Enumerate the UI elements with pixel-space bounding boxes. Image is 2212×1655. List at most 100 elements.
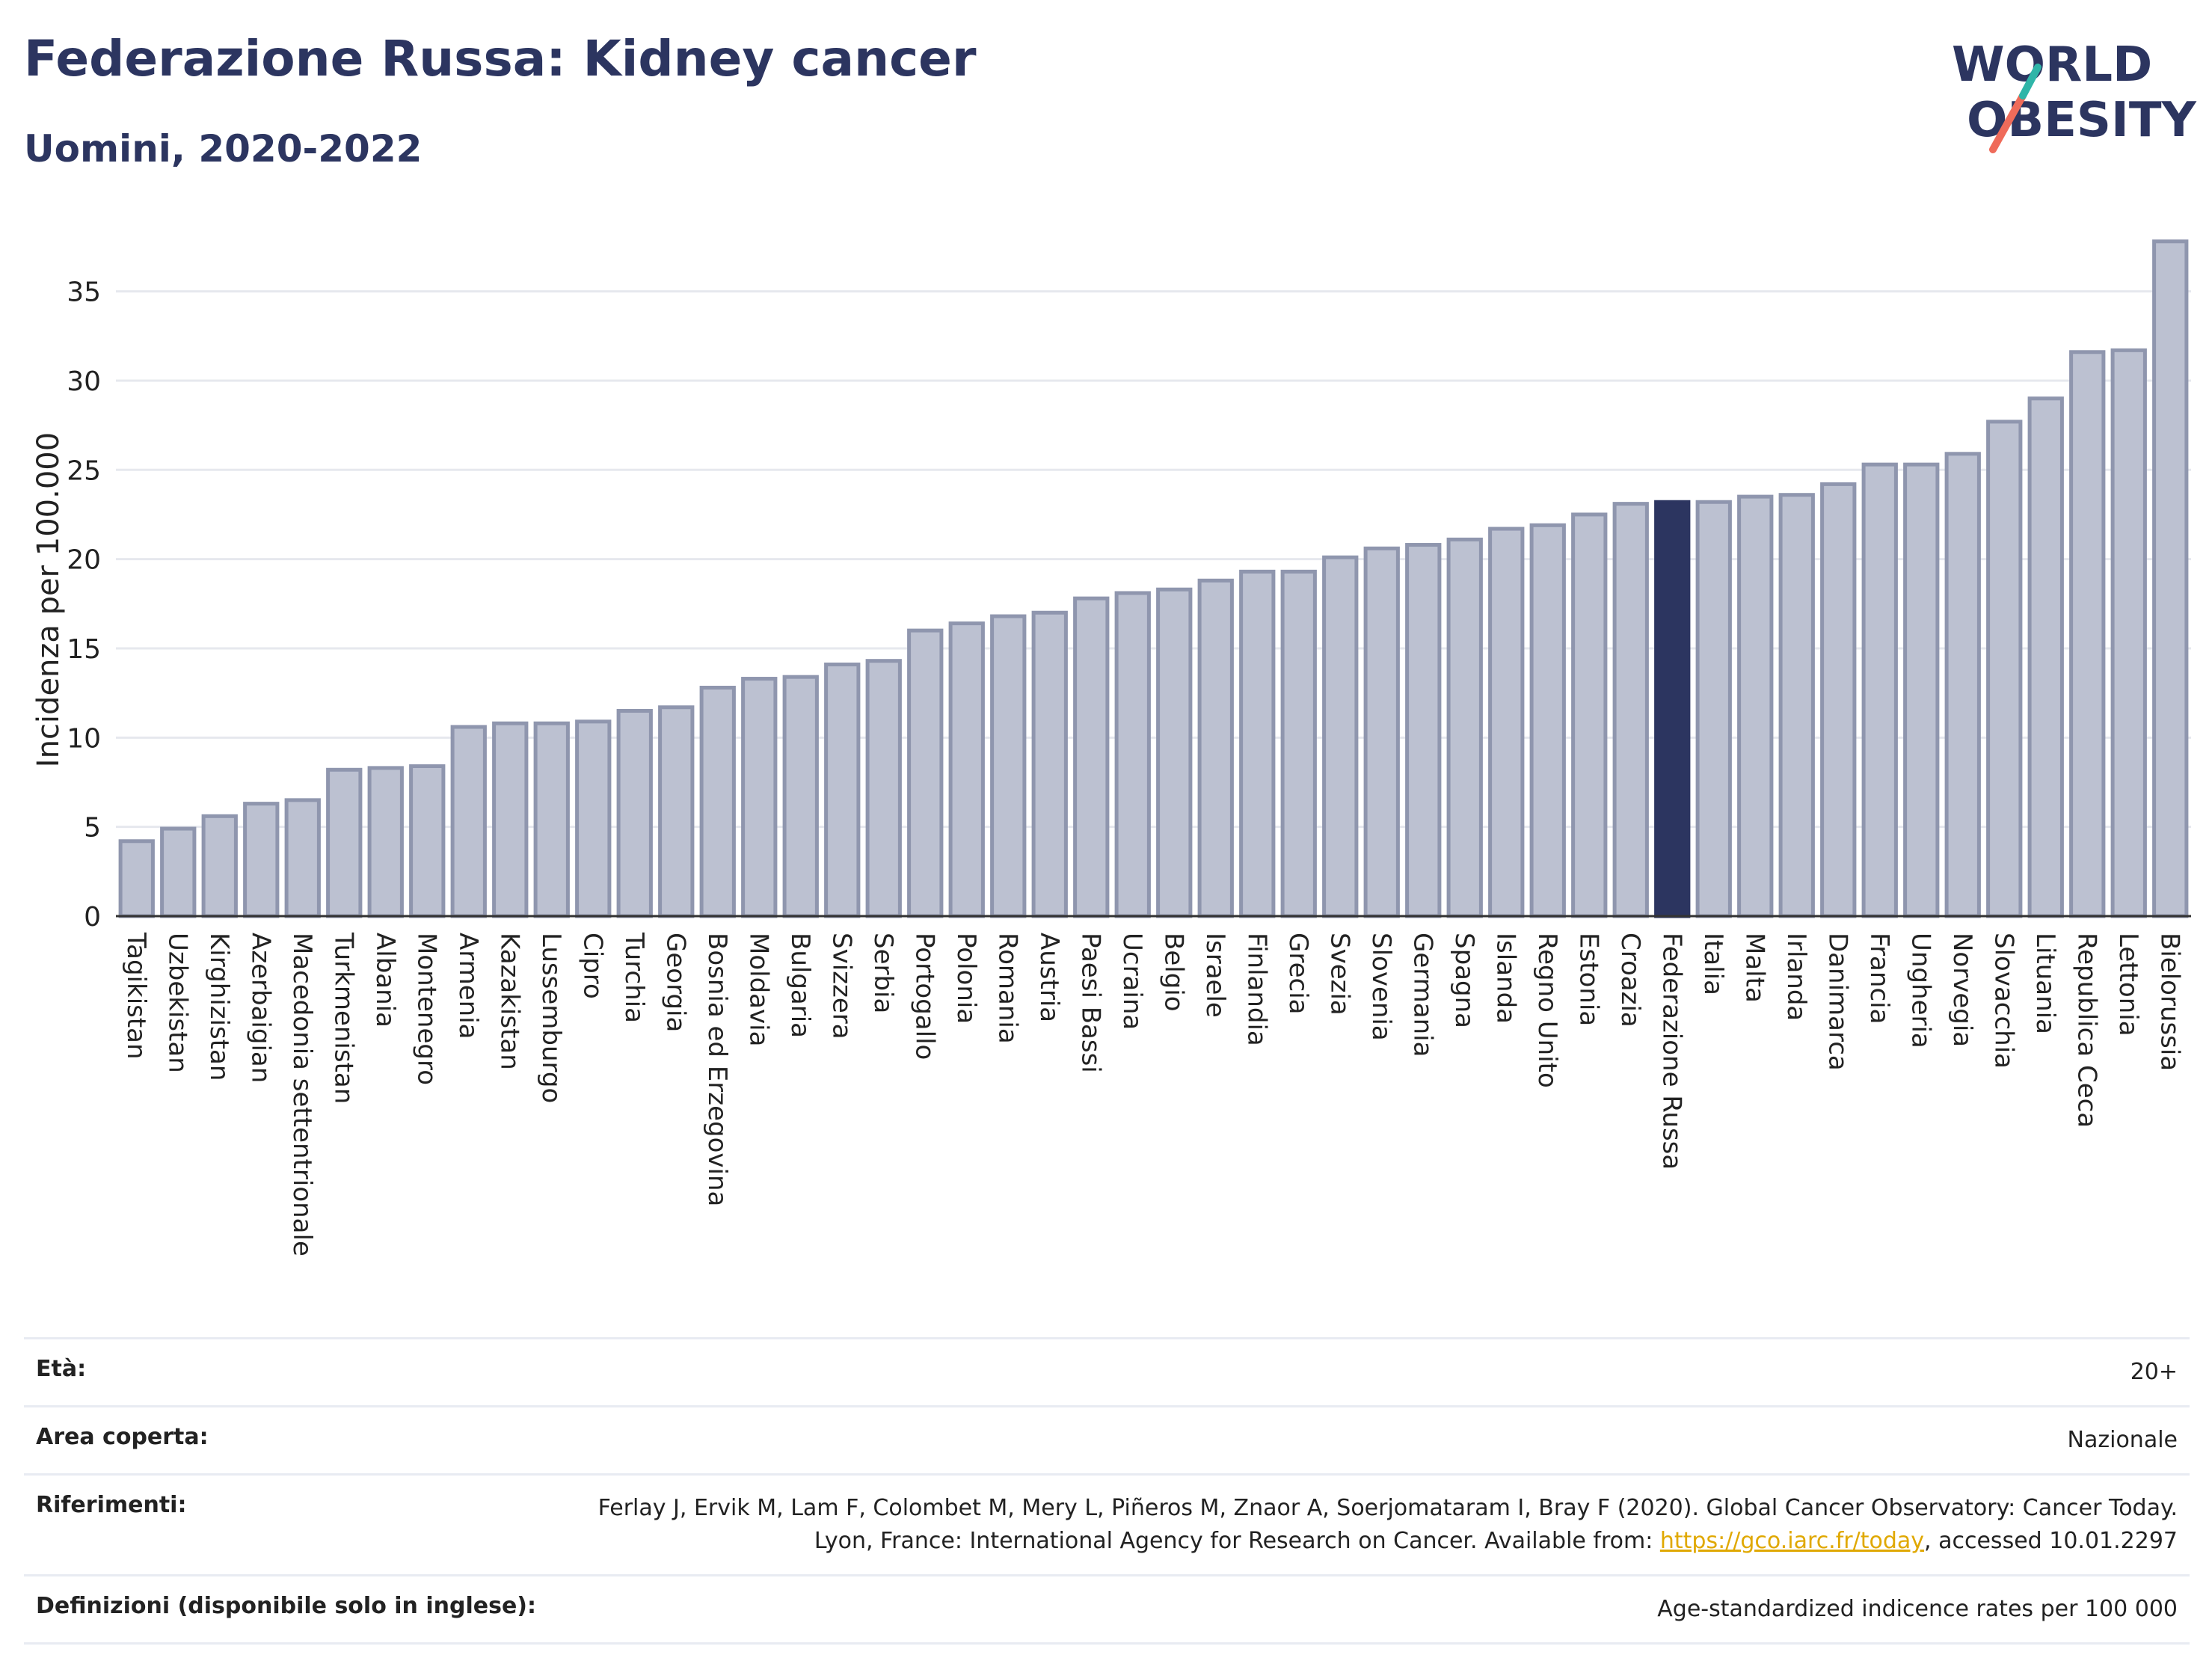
y-tick-label: 30 xyxy=(67,366,101,397)
bar xyxy=(1073,596,1110,918)
meta-row: Area coperta: Nazionale xyxy=(24,1405,2190,1473)
bar xyxy=(1529,523,1566,918)
world-obesity-logo: WORLD OBESITY xyxy=(1952,37,2196,153)
x-axis-labels: Tagikistan Uzbekistan Kirghizistan Azerbaig… xyxy=(121,932,2185,1256)
bar xyxy=(1031,610,1068,918)
meta-value: Nazionale xyxy=(2067,1427,2178,1453)
x-tick-label: Slovacchia xyxy=(1988,933,2018,1069)
x-tick-label: Slovenia xyxy=(1366,933,1396,1041)
bar xyxy=(1571,512,1608,918)
x-tick-label: Portogallo xyxy=(909,933,939,1060)
bar xyxy=(1280,569,1317,918)
bar xyxy=(492,721,529,918)
meta-value: Age-standardized indicence rates per 100… xyxy=(1657,1596,2178,1622)
reference-link[interactable]: https://gco.iarc.fr/today xyxy=(1659,1528,1925,1554)
bar xyxy=(1446,537,1483,918)
x-tick-label: Lussemburgo xyxy=(536,933,566,1103)
x-tick-label: Moldavia xyxy=(743,933,773,1046)
bar xyxy=(1488,526,1525,918)
x-tick-label: Finlandia xyxy=(1241,933,1271,1046)
x-tick-label: Kirghizistan xyxy=(204,933,234,1081)
x-tick-label: Regno Unito xyxy=(1532,933,1562,1088)
x-tick-label: Federazione Russa xyxy=(1656,933,1686,1170)
meta-key: Età: xyxy=(36,1356,87,1382)
bar xyxy=(2152,239,2189,918)
x-tick-label: Grecia xyxy=(1283,933,1313,1014)
x-tick-label: Ucraina xyxy=(1117,933,1147,1030)
x-tick-label: Albania xyxy=(370,933,400,1028)
x-tick-label: Uzbekistan xyxy=(162,933,192,1073)
bar xyxy=(2069,350,2106,918)
bar xyxy=(326,767,363,918)
x-tick-label: Lettonia xyxy=(2113,933,2143,1037)
bar xyxy=(284,798,321,918)
bar xyxy=(1778,493,1815,918)
meta-value: 20+ xyxy=(2130,1359,2178,1385)
bar xyxy=(990,614,1027,918)
x-tick-label: Islanda xyxy=(1490,933,1520,1024)
bar xyxy=(948,621,985,918)
bar xyxy=(658,705,695,918)
x-tick-label: Bielorussia xyxy=(2154,933,2184,1071)
logo-slash-coral xyxy=(1989,92,2027,153)
meta-key: Definizioni (disponibile solo in inglese… xyxy=(36,1593,536,1619)
x-tick-label: Polonia xyxy=(951,933,981,1024)
x-tick-label: Georgia xyxy=(660,933,690,1032)
metadata-table: Età: 20+ Area coperta: Nazionale Riferimenti… xyxy=(24,1337,2190,1645)
x-tick-label: Armenia xyxy=(453,933,483,1040)
x-tick-label: Macedonia settentrionale xyxy=(287,933,317,1256)
bars xyxy=(118,239,2189,918)
y-tick-label: 15 xyxy=(67,634,101,665)
bar xyxy=(575,719,612,918)
page-subtitle: Uomini, 2020-2022 xyxy=(24,127,423,171)
y-tick-label: 10 xyxy=(67,723,101,754)
bar xyxy=(1944,452,1981,918)
meta-key: Area coperta: xyxy=(36,1424,209,1450)
bar xyxy=(616,709,653,918)
bar xyxy=(1363,546,1400,918)
bar xyxy=(741,677,778,918)
x-tick-label: Kazakistan xyxy=(494,933,524,1070)
bar xyxy=(409,764,446,918)
x-tick-label: Spagna xyxy=(1449,933,1479,1028)
x-tick-label: Estonia xyxy=(1573,933,1603,1026)
x-tick-label: Malta xyxy=(1739,933,1769,1003)
x-tick-label: Bosnia ed Erzegovina xyxy=(702,933,732,1206)
bar-highlighted xyxy=(1654,500,1691,918)
bar xyxy=(1903,462,1940,918)
bar xyxy=(782,675,819,918)
y-tick-label: 20 xyxy=(67,545,101,576)
x-tick-label: Turchia xyxy=(619,932,649,1023)
meta-row: Età: 20+ xyxy=(24,1337,2190,1405)
bar xyxy=(1695,500,1732,918)
x-tick-label: Cipro xyxy=(577,933,607,999)
bar xyxy=(450,725,487,918)
bar xyxy=(1197,578,1234,918)
meta-row: Riferimenti: Ferlay J, Ervik M, Lam F, Co… xyxy=(24,1473,2190,1574)
bar xyxy=(160,826,197,918)
bar xyxy=(1239,569,1276,918)
bar-chart: 0 5 10 15 20 25 30 35 Tagikistan Uzbekistan Kirgh… xyxy=(31,239,2191,1256)
x-tick-label: Croazia xyxy=(1615,933,1645,1028)
x-tick-label: Danimarca xyxy=(1822,933,1852,1071)
bar xyxy=(1114,591,1151,918)
bar xyxy=(907,628,944,918)
x-tick-label: Francia xyxy=(1864,933,1894,1024)
reference-accessed: , accessed 10.01.2297 xyxy=(1924,1528,2178,1554)
x-tick-label: Irlanda xyxy=(1781,933,1811,1021)
x-tick-label: Bulgaria xyxy=(785,933,815,1038)
x-tick-label: Norvegia xyxy=(1947,933,1977,1047)
logo-slash-teal xyxy=(2019,64,2042,99)
y-tick-label: 0 xyxy=(84,902,101,933)
x-tick-label: Austria xyxy=(1034,933,1064,1022)
bar xyxy=(1405,543,1442,918)
bar xyxy=(118,839,155,918)
y-tick-label: 25 xyxy=(67,455,101,486)
x-tick-label: Turkmenistan xyxy=(328,932,358,1104)
bar xyxy=(1156,587,1193,918)
meta-row: Definizioni (disponibile solo in inglese… xyxy=(24,1574,2190,1645)
x-tick-label: Romania xyxy=(992,933,1022,1044)
x-tick-label: Israele xyxy=(1200,933,1230,1018)
meta-value: Ferlay J, Ervik M, Lam F, Colombet M, Me… xyxy=(570,1492,2178,1558)
y-tick-label: 5 xyxy=(84,813,101,844)
